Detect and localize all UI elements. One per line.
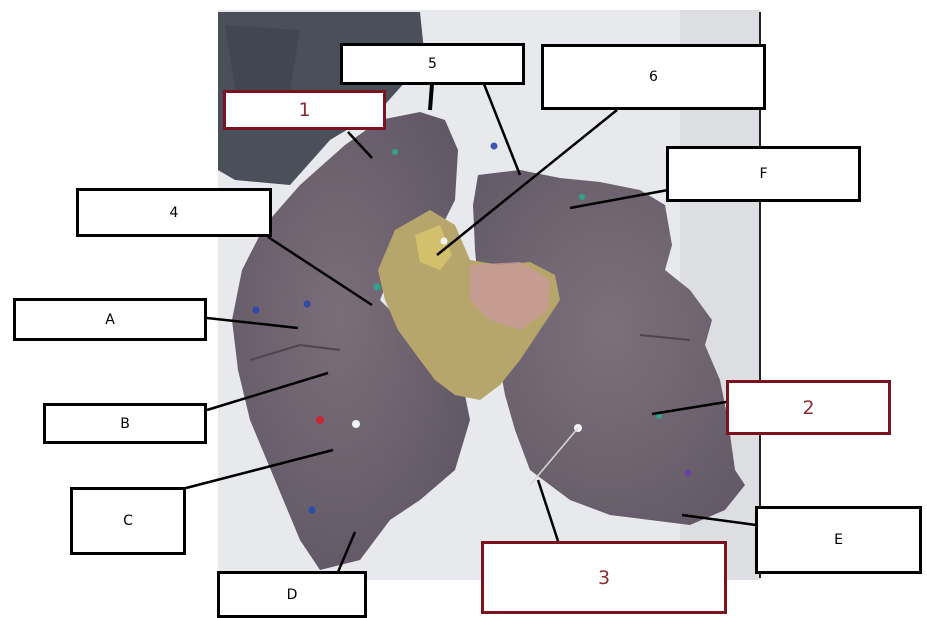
label-box-c: C (70, 487, 186, 555)
label-box-2: 2 (726, 380, 891, 435)
label-text-c: C (123, 513, 133, 529)
label-text-e: E (834, 532, 843, 548)
label-text-d: D (286, 586, 298, 603)
label-text-f: F (759, 166, 768, 182)
label-text-6: 6 (649, 69, 658, 85)
label-box-f: F (666, 146, 861, 202)
label-box-3: 3 (481, 541, 727, 614)
label-box-5: 5 (340, 43, 525, 85)
label-text-b: B (120, 415, 130, 432)
label-box-a: A (13, 298, 207, 341)
label-text-5: 5 (428, 56, 437, 72)
label-text-1: 1 (298, 99, 311, 121)
label-box-1: 1 (223, 90, 386, 130)
label-box-e: E (755, 506, 922, 574)
label-box-b: B (43, 403, 207, 444)
label-text-3: 3 (597, 566, 611, 589)
right-lung (473, 170, 745, 525)
label-box-d: D (217, 571, 367, 618)
label-text-4: 4 (169, 204, 179, 221)
label-box-6: 6 (541, 44, 766, 110)
label-box-4: 4 (76, 188, 272, 237)
label-text-a: A (105, 311, 115, 328)
label-text-2: 2 (802, 396, 815, 419)
